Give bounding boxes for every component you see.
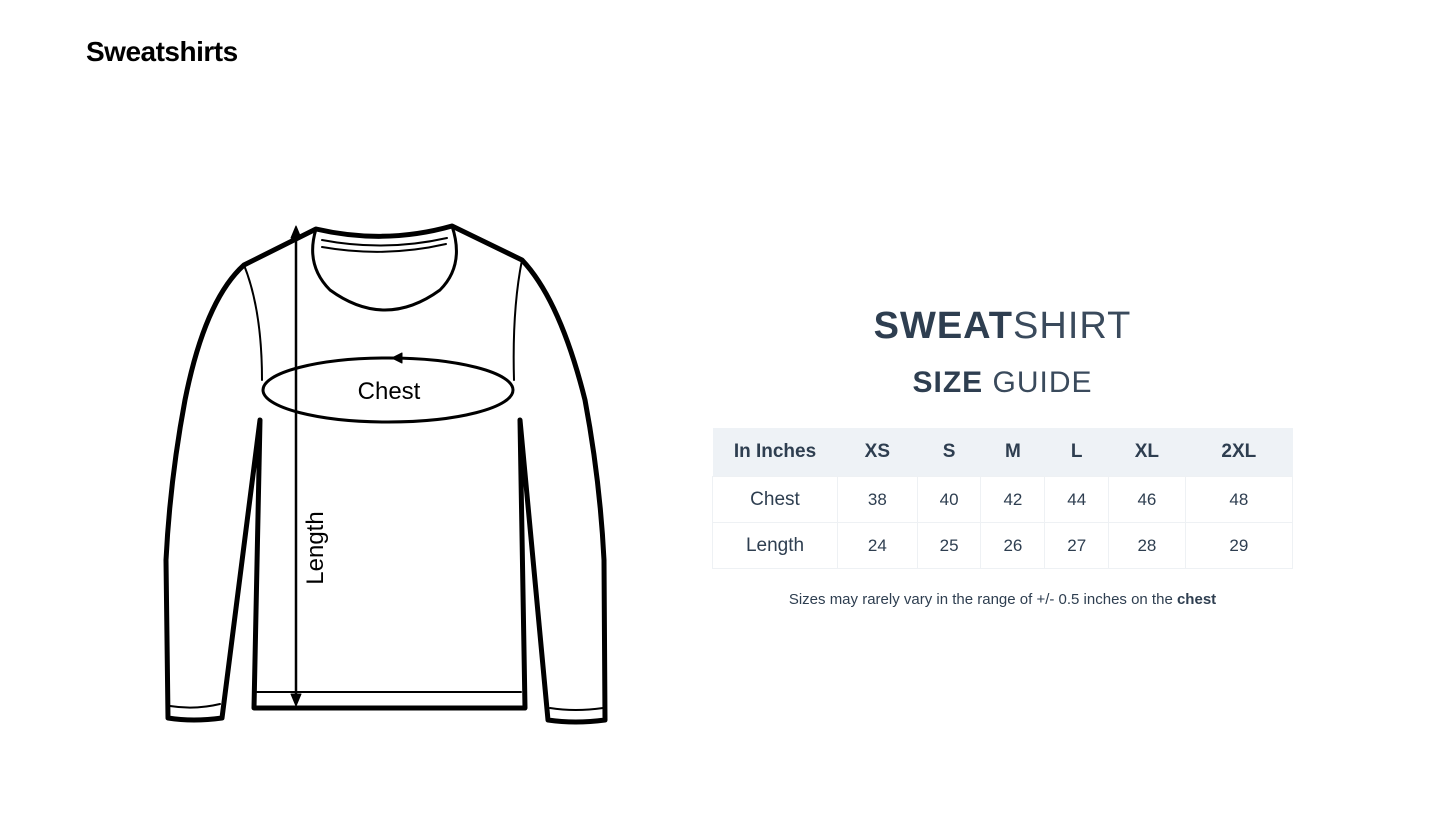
cell: 44 [1044, 476, 1110, 523]
table-header-row: In Inches XS S M L XL 2XL [712, 428, 1293, 477]
header-cell: In Inches [712, 428, 838, 477]
chest-measure-ellipse [261, 356, 515, 424]
cell: 40 [916, 476, 982, 523]
cell: 42 [980, 476, 1046, 523]
cell: 27 [1044, 522, 1110, 569]
length-label: Length [302, 511, 329, 584]
cell: 46 [1108, 476, 1186, 523]
size-note: Sizes may rarely vary in the range of +/… [712, 591, 1293, 608]
header-cell: M [980, 428, 1045, 477]
cell: 28 [1108, 522, 1186, 569]
cell: 29 [1184, 522, 1294, 569]
cell: 38 [837, 476, 918, 523]
sweatshirt-outline [163, 223, 608, 725]
header-cell: L [1044, 428, 1109, 477]
row-label: Length [712, 522, 838, 569]
table-row: Length 24 25 26 27 28 29 [712, 522, 1294, 569]
header-cell: 2XL [1185, 428, 1293, 477]
cell: 25 [916, 522, 982, 569]
guide-subtitle-bold: SIZE [912, 366, 984, 399]
guide-subtitle: SIZE GUIDE [712, 366, 1293, 400]
guide-title-bold: SWEAT [873, 305, 1014, 347]
header-cell: S [917, 428, 981, 477]
guide-subtitle-light: GUIDE [992, 366, 1093, 399]
cell: 48 [1184, 476, 1294, 523]
length-arrow-top-icon [290, 225, 302, 239]
cell: 24 [837, 522, 918, 569]
size-table: In Inches XS S M L XL 2XL Chest 38 40 42… [712, 428, 1294, 569]
length-arrow-bottom-icon [290, 693, 302, 707]
chest-label: Chest [358, 378, 421, 405]
guide-title: SWEATSHIRT [712, 305, 1293, 348]
guide-title-light: SHIRT [1013, 305, 1132, 347]
cell: 26 [980, 522, 1046, 569]
page-title: Sweatshirts [86, 36, 238, 67]
note-text: Sizes may rarely vary in the range of +/… [788, 591, 1177, 608]
sweatshirt-diagram: Chest Length [163, 223, 608, 725]
chest-arrow-icon [391, 352, 403, 364]
row-label: Chest [712, 476, 838, 523]
note-bold: chest [1176, 591, 1217, 608]
header-cell: XL [1108, 428, 1186, 477]
header-cell: XS [837, 428, 918, 477]
table-row: Chest 38 40 42 44 46 48 [712, 476, 1294, 523]
